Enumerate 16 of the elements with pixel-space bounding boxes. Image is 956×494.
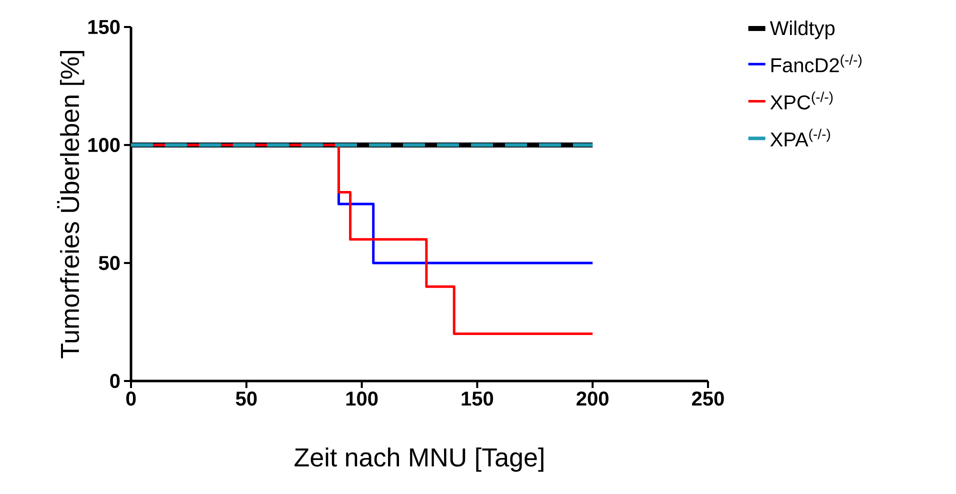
- legend-label: XPC$^{(-/-)}$: [770, 92, 833, 110]
- x-tick-label: 150: [462, 392, 494, 406]
- x-tick-label: 250: [692, 392, 724, 406]
- y-tick-label: 50: [98, 256, 120, 270]
- y-axis-title: Tumorfreies Überleben [%]: [57, 51, 84, 358]
- x-tick-label: 100: [346, 392, 378, 406]
- legend-label: FancD2$^{(-/-)}$: [771, 54, 862, 72]
- legend-label: XPA$^{(-/-)}$: [770, 128, 830, 146]
- legend-label: Wildtyp: [770, 20, 835, 40]
- x-tick-label: 200: [576, 392, 608, 406]
- y-tick-label: 150: [88, 20, 120, 34]
- y-tick-label: 100: [88, 138, 120, 152]
- x-axis-title: Zeit nach MNU [Tage]: [294, 448, 544, 472]
- x-tick-label: 50: [236, 392, 257, 406]
- y-tick-label: 0: [110, 374, 120, 388]
- x-tick-label: 0: [126, 392, 136, 406]
